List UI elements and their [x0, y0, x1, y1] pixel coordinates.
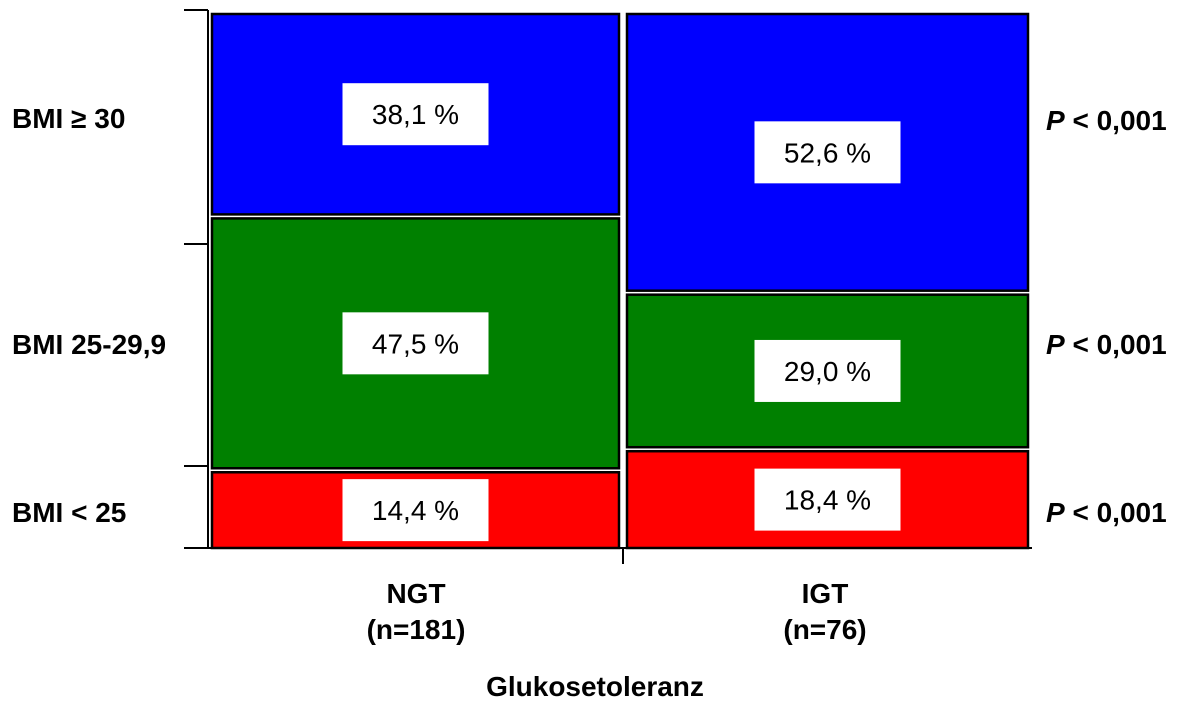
- value-label-bmi-25-29-igt: 29,0 %: [784, 356, 871, 387]
- p-value-text: < 0,001: [1072, 105, 1167, 136]
- p-value-text: < 0,001: [1072, 329, 1167, 360]
- p-symbol: P: [1046, 329, 1065, 360]
- column-name: IGT: [801, 578, 849, 609]
- column-n: (n=76): [783, 614, 867, 645]
- row-label-bmi-25-29: BMI 25-29,9: [12, 329, 167, 360]
- p-value-text: < 0,001: [1072, 497, 1167, 528]
- column-label-ngt: NGT (n=181): [316, 576, 516, 648]
- p-symbol: P: [1046, 497, 1065, 528]
- value-label-bmi-30-igt: 52,6 %: [784, 137, 871, 168]
- value-label-box: [342, 83, 489, 146]
- column-name: NGT: [386, 578, 446, 609]
- p-symbol: P: [1046, 105, 1065, 136]
- row-label-bmi-25: BMI < 25: [12, 497, 127, 528]
- value-label-bmi-25-29-ngt: 47,5 %: [372, 328, 459, 359]
- p-value-row-3: P < 0,001: [1046, 497, 1167, 529]
- value-label-box: [754, 339, 901, 402]
- p-value-row-2: P < 0,001: [1046, 329, 1167, 361]
- value-label-bmi-under-25-ngt: 14,4 %: [372, 495, 459, 526]
- value-label-bmi-30-ngt: 38,1 %: [372, 99, 459, 130]
- column-n: (n=181): [366, 614, 466, 645]
- column-label-igt: IGT (n=76): [725, 576, 925, 648]
- x-axis-label: Glukosetoleranz: [486, 671, 704, 702]
- value-label-bmi-under-25-igt: 18,4 %: [784, 485, 871, 516]
- value-label-box: [342, 479, 489, 542]
- value-label-box: [754, 121, 901, 184]
- value-label-box: [754, 468, 901, 531]
- value-label-box: [342, 312, 489, 375]
- p-value-row-1: P < 0,001: [1046, 105, 1167, 137]
- chart-cells: 38,1 % 47,5 % 14,4 % 52,6 % 29,0 % 18,4 %: [210, 12, 1030, 550]
- row-label-bmi-30: BMI ≥ 30: [12, 103, 126, 134]
